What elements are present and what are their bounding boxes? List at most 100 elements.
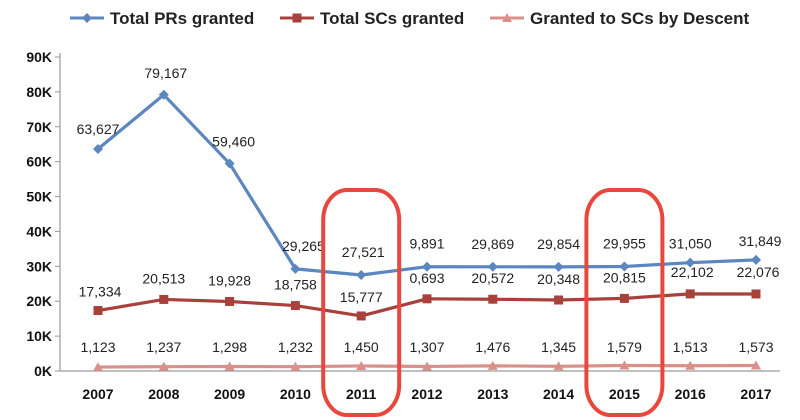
data-labels: 63,627 79,167 59,460 29,265 27,521 9,891 29,86… [77, 65, 782, 355]
highlight-ellipse [584, 188, 665, 417]
data-label: 1,573 [738, 339, 773, 355]
data-label: 22,076 [737, 264, 780, 280]
data-point [487, 360, 498, 370]
y-tick-label: 20K [26, 293, 52, 309]
y-tick-label: 70K [26, 119, 52, 135]
data-point [553, 261, 564, 272]
legend-marker [82, 13, 92, 23]
y-tick-label: 40K [26, 223, 52, 239]
data-label: 22,102 [671, 264, 714, 280]
data-point [751, 360, 761, 370]
y-tick-label: 60K [26, 154, 52, 170]
data-label: 1,123 [80, 339, 115, 355]
data-point [159, 294, 169, 304]
data-label: 1,298 [212, 339, 247, 355]
data-label: 0,693 [409, 270, 444, 286]
data-label: 31,849 [739, 233, 782, 249]
legend-label: Total PRs granted [110, 9, 254, 28]
data-label: 1,307 [409, 339, 444, 355]
y-tick-label: 90K [26, 49, 52, 65]
data-point [488, 294, 498, 304]
data-point [751, 289, 761, 299]
data-label: 9,891 [409, 236, 444, 252]
data-label: 29,854 [537, 236, 580, 252]
data-label: 20,348 [537, 271, 580, 287]
data-point [290, 263, 301, 274]
data-point [422, 261, 432, 272]
legend-item-1: Total PRs granted [70, 9, 254, 28]
series-group [93, 89, 761, 372]
x-tick-label: 2015 [609, 386, 640, 402]
data-point [356, 360, 367, 370]
legend-marker [502, 13, 512, 22]
data-label: 18,758 [274, 277, 317, 293]
legend-label: Total SCs granted [320, 9, 464, 28]
data-point [685, 289, 695, 299]
data-point [290, 361, 301, 371]
data-point [224, 361, 235, 371]
data-label: 19,928 [208, 272, 251, 288]
data-label: 20,815 [603, 269, 646, 285]
data-label: 15,777 [340, 289, 383, 305]
series-1 [93, 89, 761, 280]
data-label: 59,460 [212, 134, 255, 150]
data-label: 1,450 [344, 339, 379, 355]
data-point [553, 361, 564, 371]
data-point [224, 158, 235, 169]
data-point [751, 254, 761, 265]
data-point [356, 269, 367, 280]
data-point [225, 296, 235, 306]
data-label: 29,265 [282, 238, 325, 254]
x-tick-label: 2014 [543, 386, 574, 402]
legend-label: Granted to SCs by Descent [530, 9, 750, 28]
x-tick-label: 2011 [346, 386, 377, 402]
data-point [356, 311, 366, 321]
data-point [93, 362, 103, 372]
y-tick-label: 80K [26, 84, 52, 100]
y-tick-label: 0K [34, 363, 52, 379]
data-point [93, 144, 103, 155]
data-label: 1,579 [607, 339, 642, 355]
data-point [619, 293, 629, 303]
data-point [158, 361, 169, 371]
x-tick-label: 2007 [82, 386, 113, 402]
data-label: 1,513 [673, 339, 708, 355]
data-point [487, 261, 498, 272]
x-tick-label: 2012 [411, 386, 442, 402]
data-label: 1,476 [475, 339, 510, 355]
data-label: 29,869 [471, 236, 514, 252]
x-tick-label: 2017 [740, 386, 771, 402]
data-label: 29,955 [603, 235, 646, 251]
legend: Total PRs granted Total SCs granted Grante… [70, 9, 750, 28]
data-label: 17,334 [79, 284, 122, 300]
y-tick-label: 30K [26, 258, 52, 274]
data-point [290, 301, 300, 311]
data-label: 79,167 [144, 65, 187, 81]
data-point [619, 261, 630, 272]
x-tick-label: 2010 [280, 386, 311, 402]
legend-marker [292, 13, 302, 23]
y-tick-label: 10K [26, 328, 52, 344]
data-label: 20,572 [471, 270, 514, 286]
data-point [619, 360, 630, 370]
series-3 [93, 360, 761, 372]
x-tick-label: 2013 [477, 386, 508, 402]
legend-item-3: Granted to SCs by Descent [490, 9, 750, 28]
data-label: 1,345 [541, 339, 576, 355]
data-point [685, 257, 696, 268]
y-tick-label: 50K [26, 189, 52, 205]
data-point [685, 360, 696, 370]
series-2 [93, 289, 761, 321]
x-tick-label: 2009 [214, 386, 245, 402]
data-label: 20,513 [142, 270, 185, 286]
axes: 0K 10K 20K 30K 40K 50K 60K 70K 80K 90K 2007 2008 200… [26, 49, 780, 402]
data-label: 1,232 [278, 339, 313, 355]
data-label: 63,627 [77, 121, 120, 137]
data-point [554, 295, 564, 305]
data-point [422, 361, 432, 371]
data-label: 27,521 [342, 244, 385, 260]
x-tick-label: 2016 [675, 386, 706, 402]
highlight-annotations [321, 188, 665, 417]
data-label: 31,050 [669, 236, 712, 252]
